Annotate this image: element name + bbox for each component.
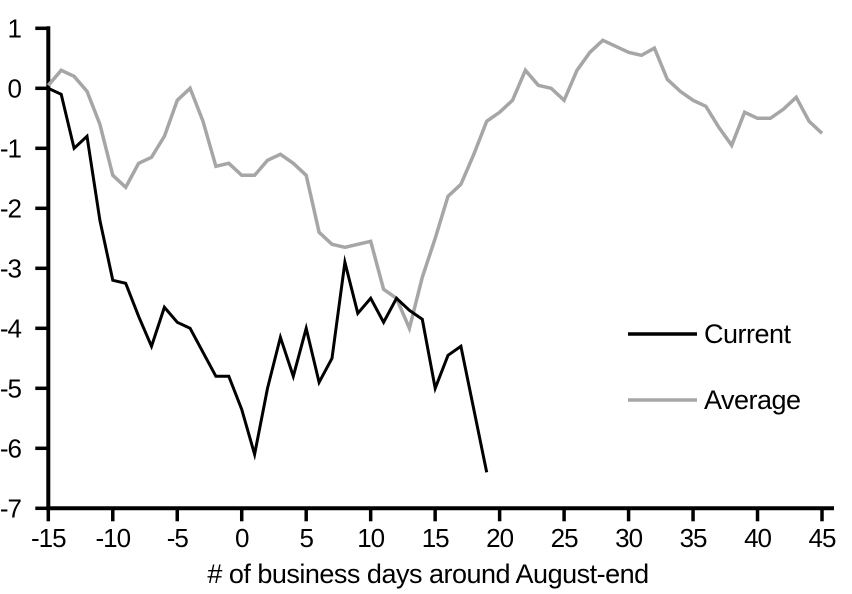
x-tick-label: 45 xyxy=(809,523,836,553)
legend: Current Average xyxy=(628,319,801,415)
y-tick-label: 0 xyxy=(8,73,22,103)
legend-label-current: Current xyxy=(704,319,792,349)
x-tick-label: 35 xyxy=(680,523,707,553)
x-tick-label: 10 xyxy=(357,523,384,553)
y-tick-label: -1 xyxy=(0,133,22,163)
x-tick-label: 20 xyxy=(486,523,513,553)
y-tick-label: 1 xyxy=(8,13,22,43)
x-tick-label: 15 xyxy=(422,523,449,553)
x-tick-label: 30 xyxy=(615,523,642,553)
y-tick-label: -5 xyxy=(0,373,22,403)
y-tick-label: -4 xyxy=(0,313,22,343)
y-tick-label: -3 xyxy=(0,253,22,283)
x-tick-label: -10 xyxy=(95,523,130,553)
x-tick-label: 0 xyxy=(235,523,249,553)
y-tick-label: -6 xyxy=(0,433,22,463)
x-tick-label: -15 xyxy=(31,523,66,553)
plot-area: 10-1-2-3-4-5-6-7-15 -10 -5 0 5 10 15 20 25 30 35 40… xyxy=(0,13,837,553)
x-axis-title: # of business days around August-end xyxy=(207,559,648,589)
x-tick-label: -5 xyxy=(167,523,189,553)
x-tick-label: 5 xyxy=(299,523,313,553)
y-tick-label: -2 xyxy=(0,193,22,223)
x-tick-label: 25 xyxy=(551,523,578,553)
series-line-average xyxy=(46,38,824,334)
x-tick-label: 40 xyxy=(744,523,771,553)
legend-label-average: Average xyxy=(704,385,801,415)
y-tick-label: -7 xyxy=(0,493,22,523)
series-line-current xyxy=(47,86,489,473)
